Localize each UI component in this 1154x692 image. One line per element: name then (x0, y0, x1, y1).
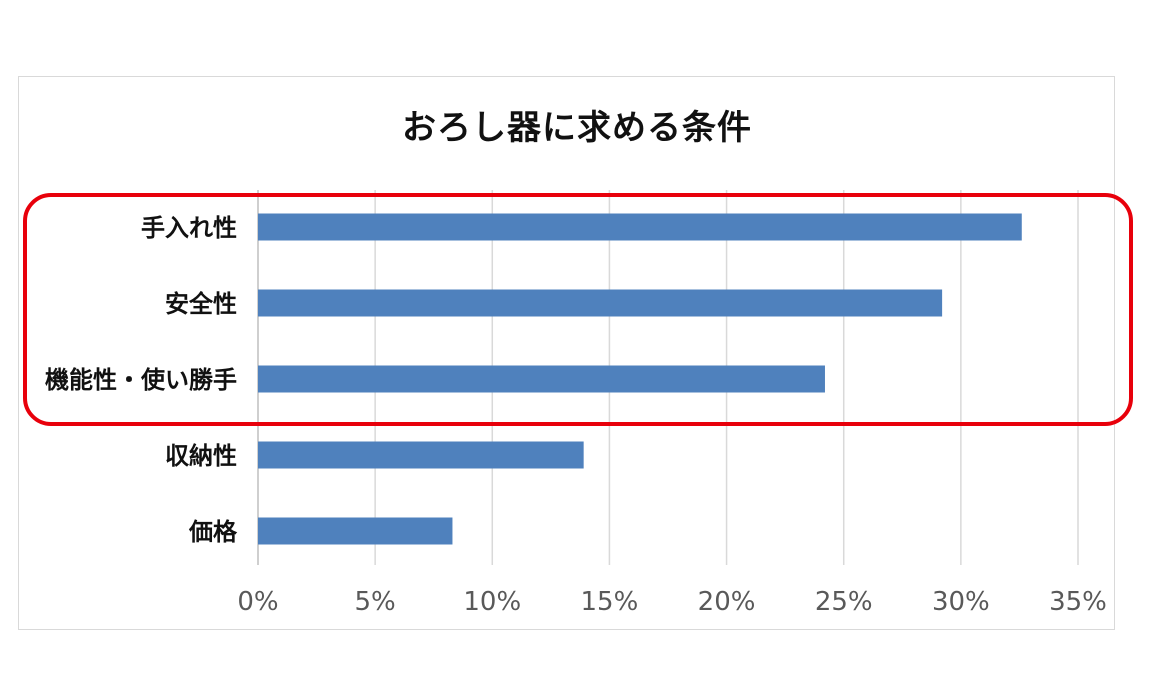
x-tick-label: 25% (815, 587, 873, 617)
bar (258, 517, 453, 545)
bar (258, 365, 825, 393)
x-tick-label: 5% (355, 587, 396, 617)
bar (258, 213, 1022, 241)
category-label: 安全性 (165, 290, 237, 318)
x-tick-label: 10% (463, 587, 521, 617)
chart-frame (18, 76, 1115, 630)
bar (258, 441, 584, 469)
x-tick-label: 20% (698, 587, 756, 617)
x-tick-label: 15% (581, 587, 639, 617)
category-label: 手入れ性 (141, 214, 237, 242)
x-tick-label: 35% (1049, 587, 1107, 617)
category-label: 機能性・使い勝手 (45, 366, 237, 394)
x-tick-label: 0% (237, 587, 278, 617)
bar (258, 289, 943, 317)
x-tick-label: 30% (932, 587, 990, 617)
category-label: 価格 (188, 518, 238, 546)
category-label: 収納性 (165, 442, 237, 470)
chart-title: おろし器に求める条件 (402, 108, 752, 148)
highlight-box (23, 193, 1133, 426)
